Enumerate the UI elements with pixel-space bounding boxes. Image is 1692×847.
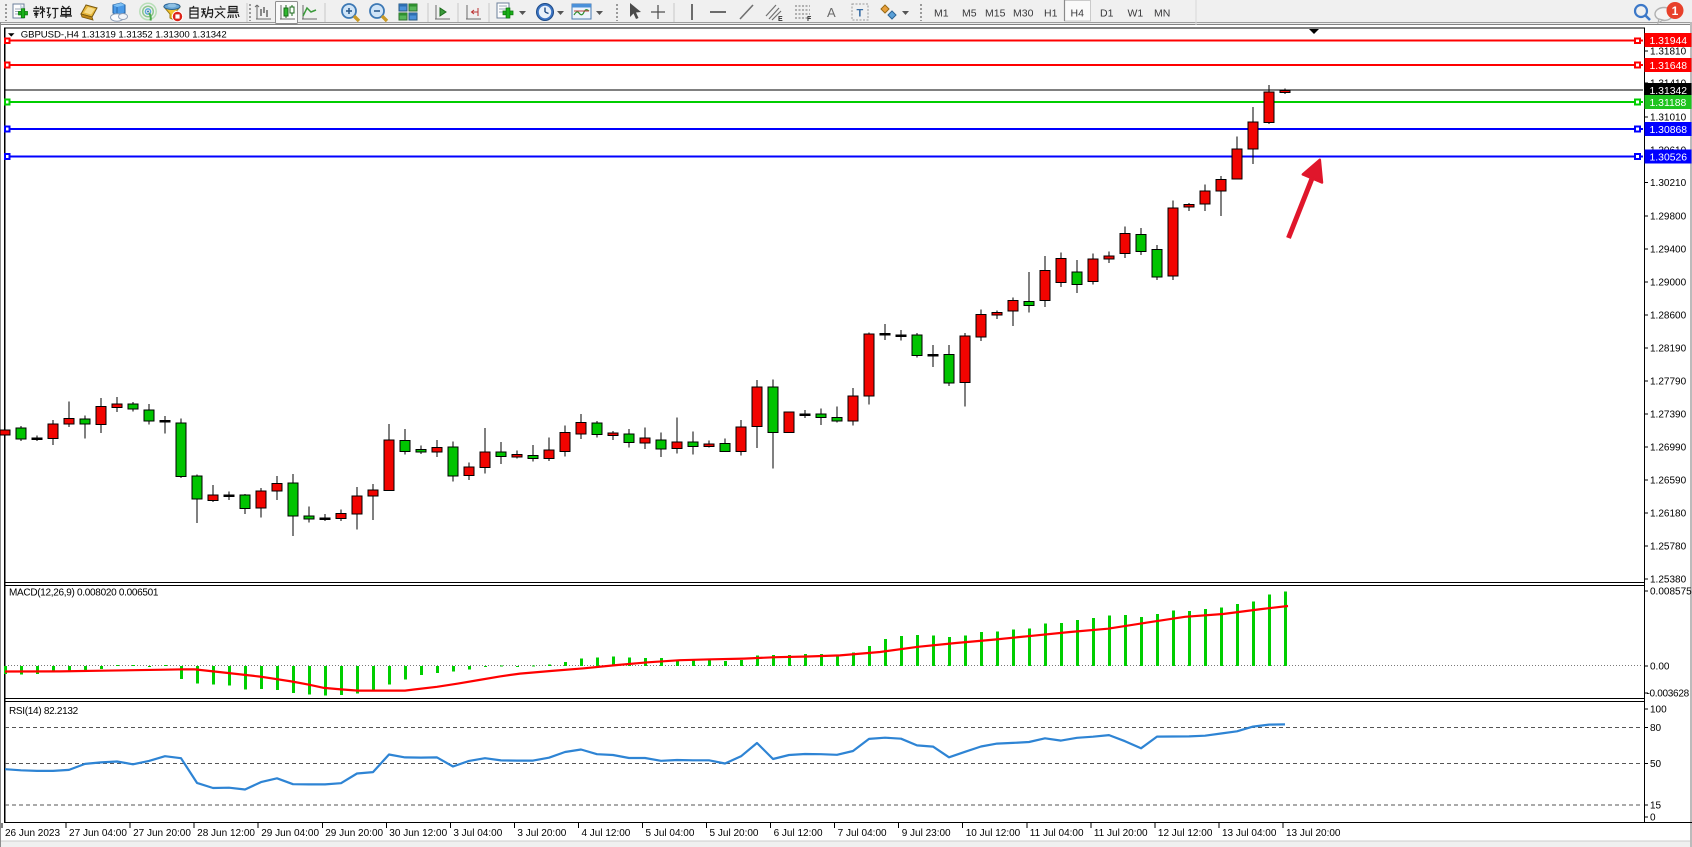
svg-text:0.00: 0.00: [1650, 662, 1670, 673]
svg-text:5 Jul 04:00: 5 Jul 04:00: [646, 828, 695, 839]
svg-text:6 Jul 12:00: 6 Jul 12:00: [774, 828, 823, 839]
svg-text:12 Jul 12:00: 12 Jul 12:00: [1158, 828, 1213, 839]
svg-text:E: E: [778, 16, 783, 23]
svg-text:H4: H4: [1071, 8, 1085, 20]
svg-text:29 Jun 20:00: 29 Jun 20:00: [325, 828, 383, 839]
svg-text:1.27790: 1.27790: [1650, 377, 1687, 388]
svg-text:H1: H1: [1044, 8, 1058, 20]
svg-text:-0.003628: -0.003628: [1647, 689, 1690, 700]
svg-text:1.28190: 1.28190: [1650, 344, 1687, 355]
svg-text:1.25780: 1.25780: [1650, 542, 1687, 553]
svg-text:1.30210: 1.30210: [1650, 178, 1687, 189]
svg-text:1.29800: 1.29800: [1650, 212, 1687, 223]
svg-text:80: 80: [1650, 723, 1662, 734]
svg-text:1: 1: [1672, 4, 1679, 18]
svg-text:11 Jul 04:00: 11 Jul 04:00: [1030, 828, 1084, 839]
svg-text:D1: D1: [1100, 8, 1114, 20]
svg-text:1.26590: 1.26590: [1650, 476, 1687, 487]
svg-text:13 Jul 04:00: 13 Jul 04:00: [1222, 828, 1277, 839]
svg-text:29 Jun 04:00: 29 Jun 04:00: [261, 828, 319, 839]
svg-text:27 Jun 20:00: 27 Jun 20:00: [133, 828, 191, 839]
svg-text:T: T: [857, 8, 864, 20]
svg-text:28 Jun 12:00: 28 Jun 12:00: [197, 828, 255, 839]
svg-text:26 Jun 2023: 26 Jun 2023: [5, 828, 60, 839]
svg-text:0: 0: [1650, 813, 1656, 824]
svg-text:GBPUSD-,H4 1.31319 1.31352 1.: GBPUSD-,H4 1.31319 1.31352 1.31300 1.313…: [21, 29, 227, 40]
svg-text:1.31648: 1.31648: [1650, 61, 1688, 72]
svg-text:30 Jun 12:00: 30 Jun 12:00: [389, 828, 447, 839]
svg-text:M15: M15: [985, 8, 1006, 20]
svg-text:15: 15: [1650, 801, 1662, 812]
svg-text:1.30526: 1.30526: [1650, 152, 1688, 163]
svg-text:M5: M5: [962, 8, 977, 20]
svg-text:27 Jun 04:00: 27 Jun 04:00: [69, 828, 127, 839]
svg-text:W1: W1: [1128, 8, 1144, 20]
svg-text:1.28600: 1.28600: [1650, 311, 1687, 322]
svg-text:7 Jul 04:00: 7 Jul 04:00: [838, 828, 887, 839]
svg-text:10 Jul 12:00: 10 Jul 12:00: [966, 828, 1021, 839]
svg-text:4 Jul 12:00: 4 Jul 12:00: [581, 828, 630, 839]
svg-text:5 Jul 20:00: 5 Jul 20:00: [710, 828, 759, 839]
svg-text:MACD(12,26,9) 0.008020 0.00650: MACD(12,26,9) 0.008020 0.006501: [9, 588, 159, 599]
svg-text:50: 50: [1650, 759, 1662, 770]
svg-text:1.29000: 1.29000: [1650, 278, 1687, 289]
svg-text:M30: M30: [1013, 8, 1034, 20]
svg-text:1.26990: 1.26990: [1650, 443, 1687, 454]
svg-text:RSI(14) 82.2132: RSI(14) 82.2132: [9, 706, 79, 717]
svg-text:1.27390: 1.27390: [1650, 410, 1687, 421]
svg-text:3 Jul 04:00: 3 Jul 04:00: [453, 828, 502, 839]
svg-text:1.29400: 1.29400: [1650, 245, 1687, 256]
svg-text:1.31188: 1.31188: [1650, 98, 1687, 109]
svg-text:0.008575: 0.008575: [1650, 587, 1692, 598]
svg-text:F: F: [807, 16, 812, 23]
svg-text:3 Jul 20:00: 3 Jul 20:00: [517, 828, 566, 839]
svg-text:MN: MN: [1154, 8, 1170, 20]
svg-text:11 Jul 20:00: 11 Jul 20:00: [1094, 828, 1148, 839]
svg-text:1.30868: 1.30868: [1650, 125, 1688, 136]
svg-text:9 Jul 23:00: 9 Jul 23:00: [902, 828, 951, 839]
svg-text:13 Jul 20:00: 13 Jul 20:00: [1286, 828, 1341, 839]
svg-text:1.31810: 1.31810: [1650, 47, 1687, 58]
svg-text:100: 100: [1650, 705, 1667, 716]
svg-text:M1: M1: [934, 8, 949, 20]
svg-text:1.31010: 1.31010: [1650, 113, 1687, 124]
svg-text:1.31944: 1.31944: [1650, 36, 1688, 47]
svg-text:A: A: [827, 5, 836, 20]
svg-text:1.25380: 1.25380: [1650, 575, 1687, 586]
svg-text:1.26180: 1.26180: [1650, 509, 1687, 520]
svg-text:1.31342: 1.31342: [1650, 86, 1688, 97]
